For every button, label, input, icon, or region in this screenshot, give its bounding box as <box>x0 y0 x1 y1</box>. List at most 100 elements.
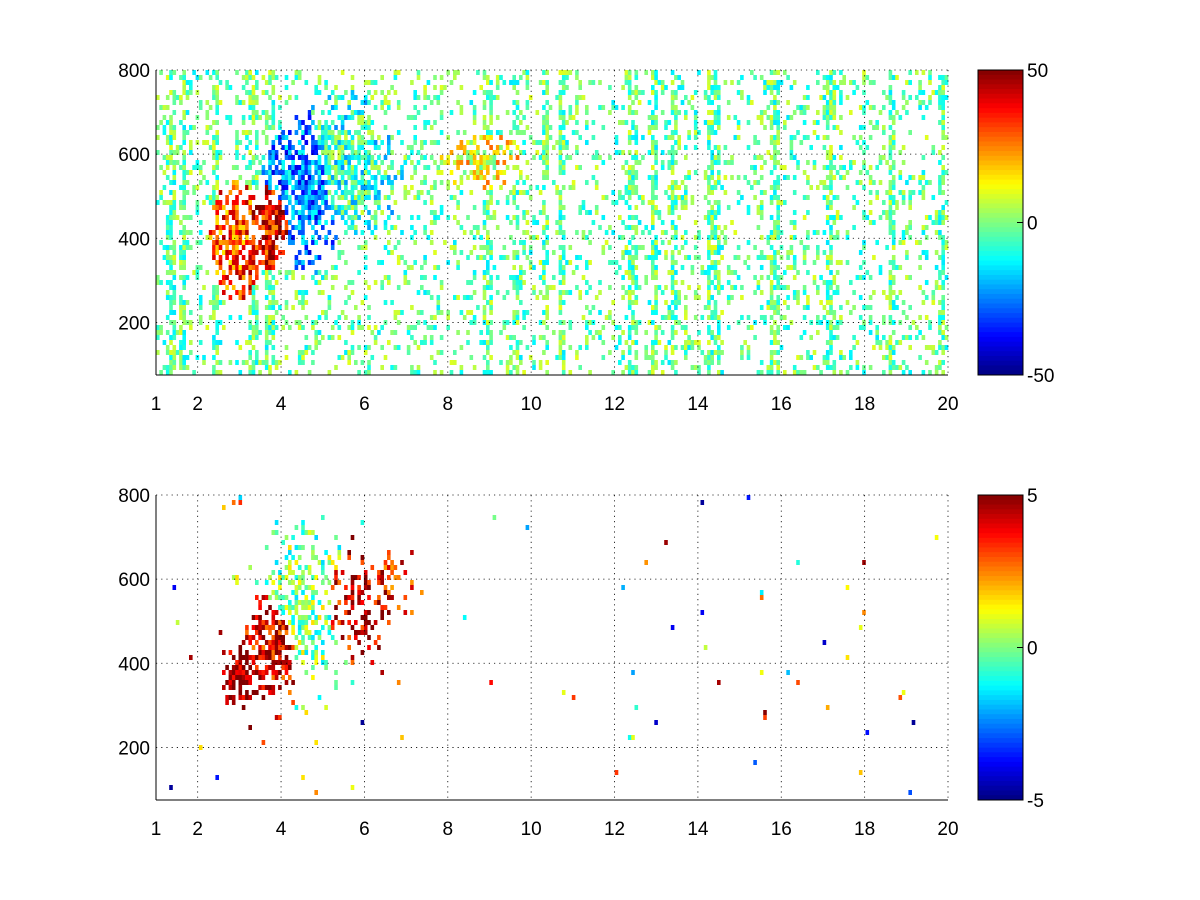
heatmap-cell <box>489 90 493 95</box>
heatmap-cell <box>347 100 351 105</box>
heatmap-cell <box>627 175 632 180</box>
heatmap-cell <box>720 245 724 250</box>
heatmap-cell <box>707 145 711 150</box>
heatmap-cell <box>182 190 186 195</box>
heatmap-cell <box>294 260 299 265</box>
heatmap-cell <box>647 175 652 180</box>
heatmap-cell <box>934 370 939 375</box>
heatmap-cell <box>654 95 658 100</box>
heatmap-cell <box>400 230 404 235</box>
heatmap-cell <box>888 125 893 130</box>
heatmap-cell <box>934 280 939 285</box>
heatmap-cell <box>512 250 516 255</box>
heatmap-cell <box>390 300 394 305</box>
heatmap-cell <box>472 140 477 145</box>
heatmap-cell <box>321 335 325 340</box>
heatmap-cell <box>654 150 658 155</box>
heatmap-cell <box>644 350 648 355</box>
heatmap-cell <box>429 200 434 205</box>
heatmap-cell <box>297 585 302 590</box>
heatmap-cell <box>911 175 916 180</box>
heatmap-cell <box>769 305 774 310</box>
heatmap-cell <box>509 275 513 280</box>
heatmap-cell <box>888 270 893 275</box>
heatmap-cell <box>713 315 718 320</box>
heatmap-cell <box>558 245 563 250</box>
heatmap-cell <box>525 75 530 80</box>
heatmap-cell <box>162 130 167 135</box>
heatmap-cell <box>288 560 292 565</box>
heatmap-cell <box>845 230 850 235</box>
heatmap-cell <box>169 150 173 155</box>
heatmap-cell <box>301 155 305 160</box>
heatmap-cell <box>238 250 243 255</box>
heatmap-cell <box>915 335 919 340</box>
heatmap-cell <box>776 365 780 370</box>
heatmap-cell <box>888 315 893 320</box>
heatmap-cell <box>367 210 371 215</box>
heatmap-cell <box>710 330 714 335</box>
heatmap-cell <box>783 285 787 290</box>
heatmap-cell <box>707 270 711 275</box>
heatmap-cell <box>159 195 163 200</box>
heatmap-cell <box>321 225 325 230</box>
heatmap-cell <box>179 260 183 265</box>
heatmap-cell <box>558 155 563 160</box>
heatmap-cell <box>594 210 599 215</box>
heatmap-cell <box>746 95 751 100</box>
heatmap-cell <box>182 70 186 75</box>
heatmap-cell <box>535 185 540 190</box>
heatmap-cell <box>429 195 434 200</box>
heatmap-cell <box>634 155 639 160</box>
heatmap-cell <box>179 75 183 80</box>
heatmap-cell <box>720 370 724 375</box>
heatmap-cell <box>291 175 295 180</box>
heatmap-cell <box>172 320 177 325</box>
heatmap-cell <box>439 110 444 115</box>
heatmap-cell <box>773 105 777 110</box>
heatmap-cell <box>231 250 236 255</box>
heatmap-cell <box>387 195 391 200</box>
heatmap-cell <box>241 675 246 680</box>
heatmap-cell <box>891 235 896 240</box>
heatmap-cell <box>651 185 655 190</box>
heatmap-cell <box>928 75 932 80</box>
heatmap-cell <box>182 90 186 95</box>
heatmap-cell <box>776 140 780 145</box>
heatmap-cell <box>512 165 516 170</box>
heatmap-cell <box>753 140 757 145</box>
heatmap-cell <box>816 230 820 235</box>
heatmap-cell <box>291 225 295 230</box>
heatmap-cell <box>773 110 777 115</box>
heatmap-cell <box>495 80 500 85</box>
y-tick-label: 600 <box>118 145 150 166</box>
heatmap-cell <box>218 630 223 635</box>
heatmap-cell <box>931 350 936 355</box>
heatmap-cell <box>542 185 546 190</box>
heatmap-cell <box>486 330 490 335</box>
heatmap-cell <box>707 215 711 220</box>
heatmap-cell <box>769 140 774 145</box>
heatmap-cell <box>436 95 441 100</box>
heatmap-cell <box>486 235 490 240</box>
heatmap-cell <box>377 205 381 210</box>
heatmap-cell <box>601 355 606 360</box>
heatmap-cell <box>373 225 378 230</box>
heatmap-cell <box>634 280 639 285</box>
heatmap-cell <box>585 340 589 345</box>
heatmap-cell <box>713 300 718 305</box>
heatmap-cell <box>621 150 625 155</box>
heatmap-cell <box>307 165 312 170</box>
heatmap-cell <box>360 650 365 655</box>
heatmap-cell <box>396 310 401 315</box>
heatmap-cell <box>228 695 233 700</box>
heatmap-cell <box>558 290 563 295</box>
heatmap-cell <box>297 220 302 225</box>
heatmap-cell <box>631 280 635 285</box>
heatmap-cell <box>773 335 777 340</box>
heatmap-cell <box>456 70 460 75</box>
heatmap-cell <box>215 235 219 240</box>
heatmap-cell <box>218 360 223 365</box>
heatmap-cell <box>558 230 563 235</box>
heatmap-cell <box>347 170 351 175</box>
